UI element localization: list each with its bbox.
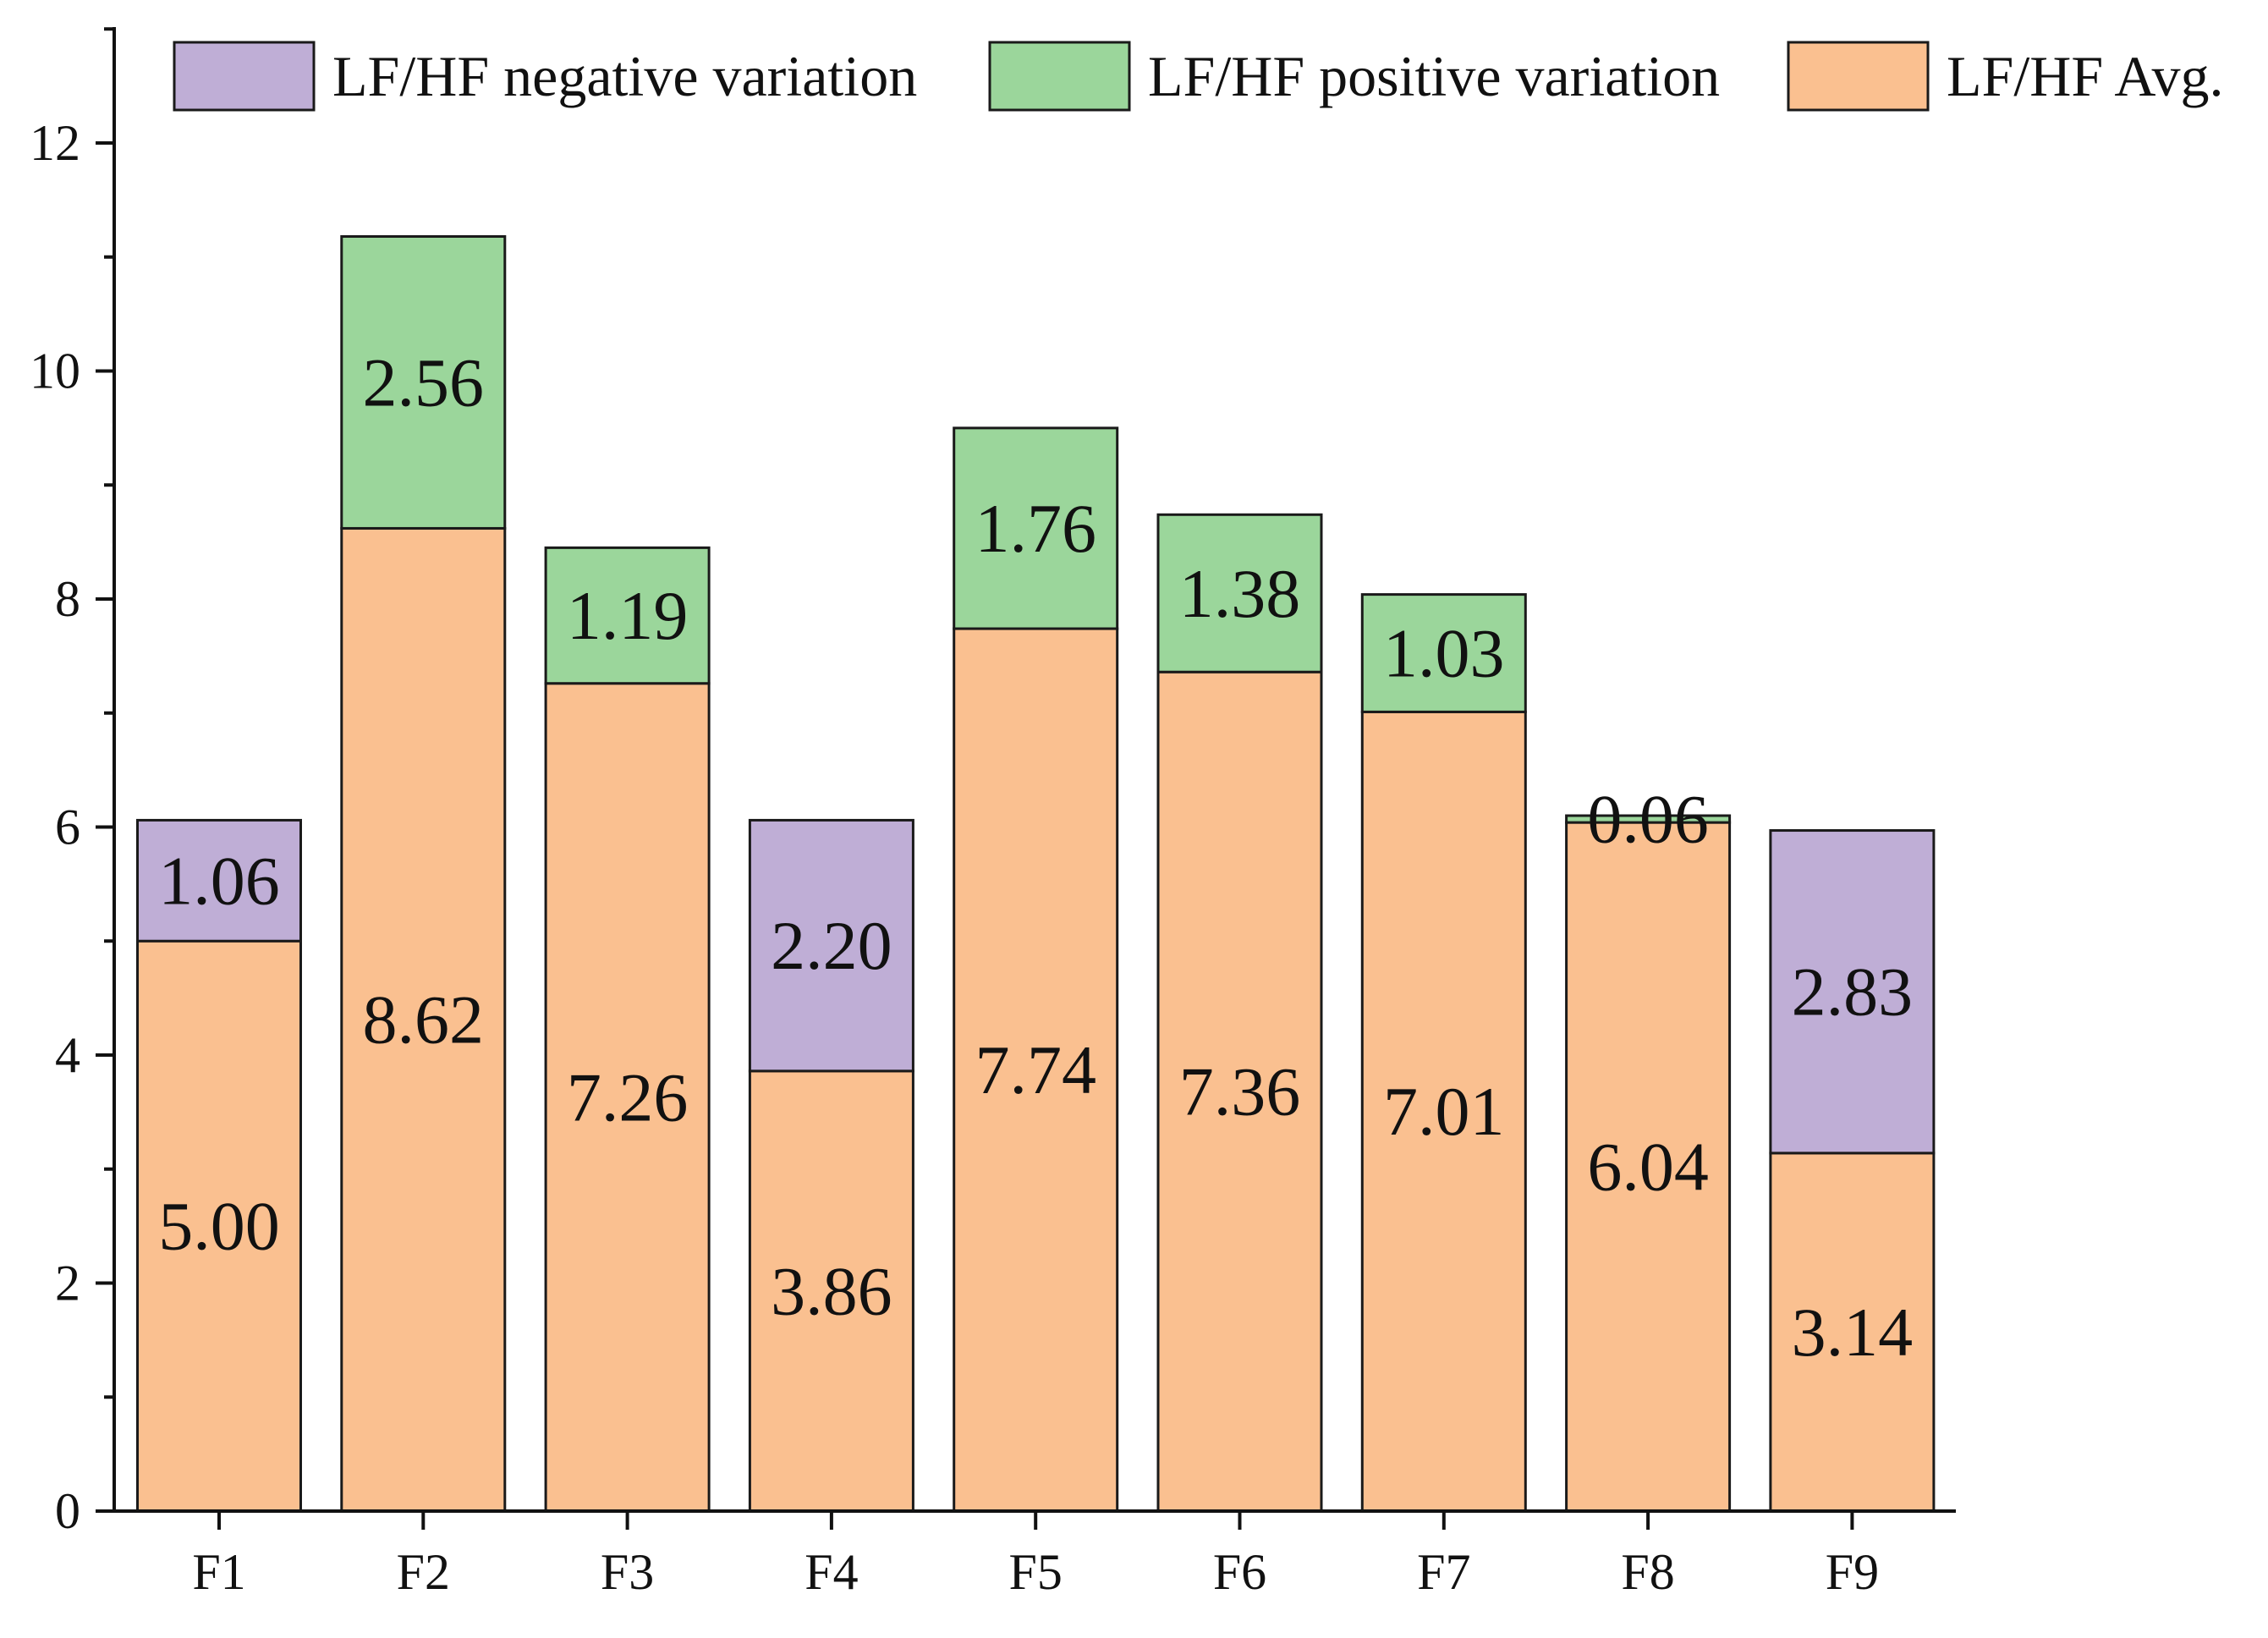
data-label-F8-series-0: 6.04	[1587, 1129, 1709, 1206]
data-label-F9-series-2: 2.83	[1792, 954, 1914, 1031]
x-tick-label-F1: F1	[192, 1544, 245, 1600]
bar-F6-series-0	[1156, 670, 1323, 1513]
x-tick-label-F9: F9	[1826, 1544, 1879, 1600]
bar-F6-series-1	[1156, 513, 1323, 673]
data-label-F1-series-0: 5.00	[158, 1188, 280, 1265]
bar-F9-series-0	[1769, 1152, 1936, 1513]
x-tick-label-F8: F8	[1621, 1544, 1674, 1600]
bar-F7-series-1	[1360, 593, 1527, 713]
data-label-F2-series-0: 8.62	[363, 981, 485, 1058]
legend: LF/HF negative variation LF/HF positive v…	[173, 41, 2223, 112]
data-label-F3-series-1: 1.19	[567, 577, 689, 654]
bar-F8-series-0	[1565, 821, 1732, 1513]
x-tick-label-F3: F3	[601, 1544, 654, 1600]
bar-F1-series-2	[136, 818, 302, 943]
data-label-F3-series-0: 7.26	[567, 1058, 689, 1135]
data-label-F5-series-1: 1.76	[975, 490, 1096, 567]
data-label-F7-series-0: 7.01	[1383, 1073, 1505, 1150]
y-tick-label-2: 2	[55, 1256, 80, 1311]
data-label-F9-series-0: 3.14	[1792, 1294, 1914, 1371]
data-label-F2-series-1: 2.56	[363, 344, 485, 420]
y-tick-label-4: 4	[55, 1027, 80, 1083]
bar-F3-series-0	[544, 682, 711, 1513]
x-tick-label-F2: F2	[397, 1544, 450, 1600]
bar-F2-series-1	[340, 234, 507, 530]
bar-F4-series-2	[748, 818, 914, 1073]
y-tick-label-0: 0	[55, 1483, 80, 1539]
x-tick-label-F5: F5	[1009, 1544, 1063, 1600]
legend-label-0: LF/HF negative variation	[332, 44, 917, 108]
data-label-F5-series-0: 7.74	[975, 1031, 1096, 1108]
data-label-F1-series-2: 1.06	[158, 842, 280, 919]
axes-layer: 0 2 4 6 8 10 12 F1 F2 F3 F4 F5 F6 F7 F8 F9	[30, 27, 1956, 1600]
y-tick-label-8: 8	[55, 571, 80, 627]
data-label-F4-series-2: 2.20	[771, 907, 892, 984]
data-label-F6-series-1: 1.38	[1179, 555, 1301, 632]
legend-swatch-0	[173, 41, 316, 112]
bars-layer: 5.00 1.06 8.62 2.56 7.26 1.19 3.86 2.20 7.74 1.76…	[136, 234, 1936, 1513]
legend-swatch-2	[1787, 41, 1930, 112]
x-tick-label-F7: F7	[1417, 1544, 1470, 1600]
data-label-F4-series-0: 3.86	[771, 1252, 892, 1329]
x-tick-label-F6: F6	[1213, 1544, 1266, 1600]
y-tick-label-12: 12	[30, 115, 80, 171]
y-tick-label-10: 10	[30, 344, 80, 399]
bar-F1-series-0	[136, 939, 302, 1513]
bar-F7-series-0	[1360, 710, 1527, 1513]
data-label-F8-series-1: 0.06	[1587, 781, 1709, 858]
bar-F3-series-1	[544, 546, 711, 685]
legend-label-2: LF/HF Avg.	[1947, 44, 2223, 108]
bar-F9-series-2	[1769, 829, 1936, 1155]
bar-F8-series-1	[1565, 814, 1732, 824]
data-label-F7-series-1: 1.03	[1383, 615, 1505, 692]
legend-label-1: LF/HF positive variation	[1148, 44, 1720, 108]
data-label-F6-series-0: 7.36	[1179, 1053, 1301, 1130]
legend-swatch-1	[988, 41, 1131, 112]
bar-F5-series-1	[953, 426, 1119, 630]
y-tick-label-6: 6	[55, 800, 80, 855]
x-tick-label-F4: F4	[805, 1544, 858, 1600]
